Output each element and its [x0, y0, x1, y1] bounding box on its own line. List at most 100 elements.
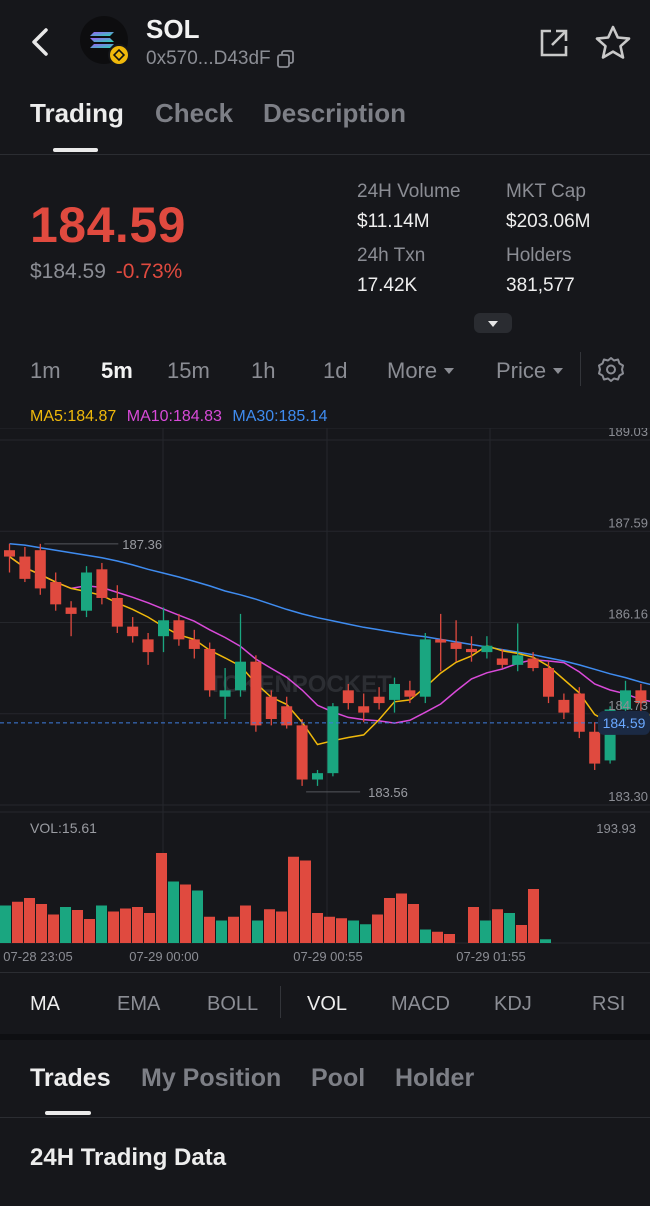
- volume-bar: [480, 921, 491, 944]
- volume-bar: [372, 915, 383, 944]
- timeframe-1d[interactable]: 1d: [323, 358, 347, 384]
- candle-body: [204, 649, 215, 690]
- indicator-vol[interactable]: VOL: [307, 993, 347, 1016]
- volume-bar: [60, 907, 71, 943]
- token-symbol: SOL: [146, 14, 199, 45]
- external-link-icon: [537, 26, 571, 60]
- volume-bar: [528, 889, 539, 943]
- indicator-rsi[interactable]: RSI: [592, 993, 625, 1016]
- y-tick-label: 183.30: [608, 789, 648, 804]
- indicator-boll[interactable]: BOLL: [207, 993, 258, 1016]
- min-price-label: 183.56: [368, 785, 408, 800]
- timeframe-15m[interactable]: 15m: [167, 358, 210, 384]
- current-price: 184.59: [30, 196, 186, 254]
- indicator-ma[interactable]: MA: [30, 993, 60, 1016]
- volume-bar: [300, 861, 311, 944]
- candle-body: [451, 643, 462, 649]
- volume-bar: [324, 917, 335, 943]
- candle-body: [481, 646, 492, 652]
- candle-body: [297, 725, 308, 779]
- volume-value: $11.14M: [357, 211, 430, 233]
- more-dropdown[interactable]: More: [387, 358, 457, 384]
- tab-check[interactable]: Check: [155, 98, 233, 129]
- tab-pool[interactable]: Pool: [311, 1064, 365, 1093]
- volume-bar: [156, 853, 167, 943]
- volume-bar: [240, 906, 251, 944]
- candle-body: [19, 557, 30, 579]
- copy-icon[interactable]: [276, 49, 296, 69]
- candle-body: [389, 684, 400, 700]
- candle-body: [127, 627, 138, 637]
- share-button[interactable]: [537, 26, 571, 60]
- tab-description[interactable]: Description: [263, 98, 406, 129]
- favorite-button[interactable]: [594, 24, 632, 62]
- candle-body: [266, 697, 277, 719]
- tab-my-position[interactable]: My Position: [141, 1064, 281, 1093]
- candle-body: [35, 550, 46, 588]
- candle-body: [528, 658, 539, 668]
- volume-bar: [120, 909, 131, 944]
- back-button[interactable]: [26, 24, 56, 60]
- price-dropdown[interactable]: Price: [496, 358, 566, 384]
- volume-bar: [432, 932, 443, 943]
- timeframe-1m[interactable]: 1m: [30, 358, 61, 384]
- volume-bar: [192, 891, 203, 944]
- candle-body: [543, 668, 554, 697]
- volume-bar: [336, 918, 347, 943]
- expand-stats-button[interactable]: [474, 313, 512, 333]
- candle-body: [235, 662, 246, 691]
- volume-bar: [396, 894, 407, 944]
- volume-bar: [468, 907, 479, 943]
- y-tick-label: 189.03: [608, 428, 648, 439]
- volume-bar: [492, 909, 503, 943]
- volume-bar: [132, 907, 143, 943]
- timeframe-5m[interactable]: 5m: [101, 358, 133, 384]
- volume-bar: [312, 913, 323, 943]
- indicator-ema[interactable]: EMA: [117, 993, 160, 1016]
- current-price-label: 184.59: [603, 715, 646, 731]
- caret-down-icon: [474, 313, 512, 333]
- volume-bar: [252, 921, 263, 944]
- candle-body: [66, 608, 77, 614]
- candle-body: [512, 655, 523, 665]
- token-address: 0x570...D43dF: [146, 48, 271, 70]
- candle-body: [420, 639, 431, 696]
- volume-bar: [516, 925, 527, 943]
- ma30-legend: MA30:185.14: [232, 408, 327, 425]
- star-icon: [594, 24, 632, 62]
- caret-down-icon: [441, 365, 457, 377]
- candle-body: [358, 706, 369, 712]
- volume-bar: [204, 917, 215, 943]
- candle-body: [558, 700, 569, 713]
- volume-bar: [504, 913, 515, 943]
- chart-settings-button[interactable]: [596, 355, 626, 385]
- candle-body: [589, 732, 600, 764]
- indicator-kdj[interactable]: KDJ: [494, 993, 532, 1016]
- candle-body: [143, 639, 154, 652]
- volume-bar: [288, 857, 299, 943]
- candle-body: [4, 550, 15, 556]
- tab-holder[interactable]: Holder: [395, 1064, 474, 1093]
- price-usd: $184.59: [30, 260, 106, 283]
- tab-trades[interactable]: Trades: [30, 1064, 111, 1093]
- txn-label: 24h Txn: [357, 245, 425, 267]
- candle-body: [374, 697, 385, 703]
- price-change: -0.73%: [116, 260, 183, 283]
- ma5-legend: MA5:184.87: [30, 408, 116, 425]
- indicator-macd[interactable]: MACD: [391, 993, 450, 1016]
- y-tick-label: 184.73: [608, 698, 648, 713]
- mcap-label: MKT Cap: [506, 181, 586, 203]
- caret-down-icon: [550, 365, 566, 377]
- txn-value: 17.42K: [357, 275, 417, 297]
- candle-body: [220, 690, 231, 696]
- tab-trading[interactable]: Trading: [30, 98, 124, 129]
- mcap-value: $203.06M: [506, 211, 591, 233]
- y-tick-label: 186.16: [608, 607, 648, 622]
- volume-bar: [228, 917, 239, 943]
- candle-body: [327, 706, 338, 773]
- volume-label: 24H Volume: [357, 181, 461, 203]
- timeframe-1h[interactable]: 1h: [251, 358, 275, 384]
- active-tab-indicator: [53, 148, 98, 152]
- candle-body: [50, 582, 61, 604]
